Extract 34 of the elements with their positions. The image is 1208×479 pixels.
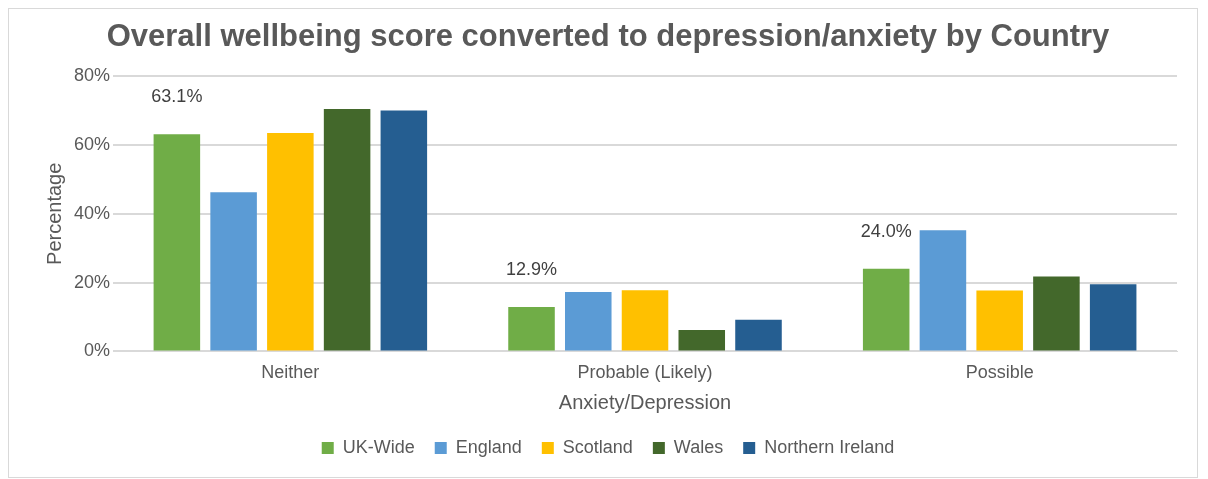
- data-label: 63.1%: [151, 86, 203, 107]
- bar: [380, 110, 428, 351]
- legend-label: England: [455, 436, 522, 457]
- x-axis-title: Anxiety/Depression: [558, 390, 732, 413]
- bar: [323, 108, 371, 351]
- bar: [621, 290, 669, 351]
- x-tick-label: Neither: [261, 362, 320, 383]
- legend-label: Northern Ireland: [764, 436, 895, 457]
- legend-label: UK-Wide: [342, 436, 415, 457]
- bar: [153, 134, 201, 351]
- bar: [678, 330, 726, 351]
- bar: [508, 307, 555, 351]
- chart-title: Overall wellbeing score converted to depression/anxiety by Country: [106, 18, 1111, 54]
- bar: [976, 290, 1023, 351]
- bar: [1033, 276, 1080, 351]
- x-tick-label: Possible: [965, 362, 1034, 383]
- y-tick-label: 80%: [74, 65, 111, 86]
- y-tick-label: 60%: [74, 133, 111, 154]
- bar: [565, 291, 612, 351]
- legend-label: Scotland: [562, 436, 633, 457]
- bar: [210, 192, 257, 351]
- bar: [919, 230, 967, 351]
- bar: [1089, 284, 1137, 351]
- x-tick-label: Probable (Likely): [577, 362, 713, 383]
- data-label: 24.0%: [860, 220, 912, 241]
- y-tick-label: 20%: [74, 271, 111, 292]
- bar: [862, 268, 910, 351]
- bar: [735, 319, 782, 351]
- y-tick-label: 0%: [84, 340, 111, 361]
- data-label: 12.9%: [506, 258, 558, 279]
- legend-label: Wales: [673, 436, 724, 457]
- bar: [267, 132, 314, 351]
- y-tick-label: 40%: [74, 202, 111, 223]
- y-axis-title: Percentage: [42, 162, 65, 265]
